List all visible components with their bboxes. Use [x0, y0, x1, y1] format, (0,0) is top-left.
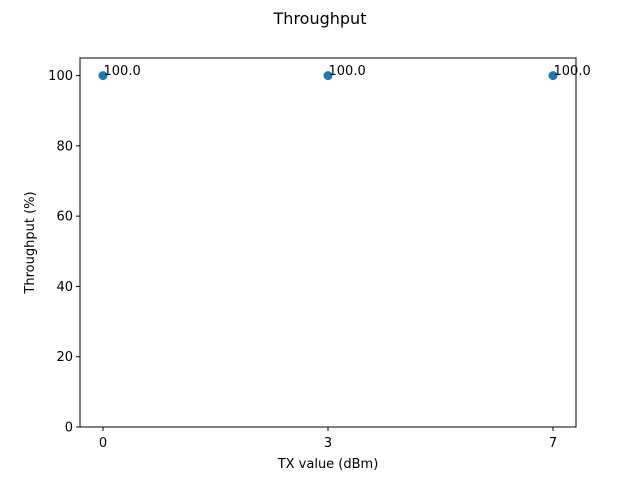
y-tick-label: 0 [65, 421, 73, 436]
data-point [98, 71, 108, 81]
x-tick-label: 7 [549, 436, 557, 451]
axis-ticks: 0 20 40 60 80 100 0 3 7 [48, 69, 557, 451]
y-axis-label: Throughput (%) [23, 191, 38, 294]
data-label: 100.0 [554, 64, 591, 79]
y-tick-label: 100 [48, 69, 73, 84]
y-tick-label: 80 [56, 139, 73, 154]
data-label: 100.0 [329, 64, 366, 79]
plot-area [79, 57, 577, 428]
y-tick-label: 20 [56, 350, 73, 365]
data-point [323, 71, 333, 81]
data-point [548, 71, 558, 81]
x-axis-label: TX value (dBm) [277, 457, 379, 472]
x-tick-label: 0 [99, 436, 107, 451]
chart-title: Throughput [273, 9, 367, 28]
y-tick-label: 60 [56, 210, 73, 225]
y-tick-label: 40 [56, 280, 73, 295]
x-tick-label: 3 [324, 436, 332, 451]
data-label: 100.0 [104, 64, 141, 79]
data-points: 100.0 100.0 100.0 [98, 64, 591, 81]
